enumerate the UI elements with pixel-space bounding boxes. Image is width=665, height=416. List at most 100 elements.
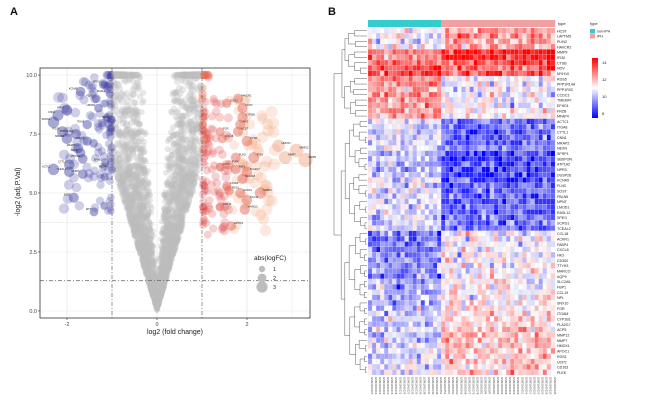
data-point <box>148 280 154 287</box>
heatmap-cell <box>534 27 539 34</box>
heatmap-cell <box>526 27 531 34</box>
heatmap-cell <box>432 204 438 210</box>
heatmap-cell <box>469 166 474 173</box>
heatmap-cell <box>465 166 470 173</box>
data-point <box>153 305 159 311</box>
type-cell-iph <box>514 20 519 27</box>
data-point <box>128 182 136 190</box>
data-point <box>158 262 164 269</box>
data-point <box>161 191 168 198</box>
heatmap-cell <box>473 188 478 194</box>
heatmap-cell <box>380 161 385 167</box>
data-point <box>177 172 185 180</box>
heatmap-cell <box>550 70 556 77</box>
heatmap-cell <box>457 54 462 61</box>
heatmap-cell <box>506 81 511 87</box>
heatmap-cell <box>530 140 535 146</box>
data-point <box>160 279 166 285</box>
data-point <box>145 241 152 248</box>
heatmap-cell <box>546 236 552 242</box>
data-point <box>179 71 187 79</box>
data-point <box>160 284 167 291</box>
data-point <box>153 283 159 289</box>
data-point <box>119 192 128 200</box>
data-point <box>123 180 132 188</box>
heatmap-cell <box>485 150 491 157</box>
heatmap-cell <box>465 220 470 226</box>
data-point <box>132 228 139 235</box>
data-point <box>174 236 181 243</box>
data-point <box>135 80 142 87</box>
heatmap-cell <box>367 150 373 157</box>
data-point <box>167 164 174 171</box>
data-point <box>196 127 205 136</box>
data-point <box>223 113 233 123</box>
data-point <box>133 71 140 79</box>
heatmap-cell <box>461 75 466 82</box>
heatmap-cell <box>526 75 531 82</box>
heatmap-cell <box>428 27 434 34</box>
heatmap-cell <box>388 70 393 77</box>
heatmap-cell <box>428 65 434 71</box>
data-point <box>142 170 149 177</box>
y-axis-label: -log2 (adj.P.Val) <box>15 168 22 217</box>
data-point <box>162 273 168 280</box>
data-point <box>127 71 135 79</box>
data-point <box>158 277 164 283</box>
data-point <box>169 132 176 140</box>
type-cell-non-iph <box>408 20 413 27</box>
data-point <box>128 219 136 227</box>
data-point <box>161 237 167 244</box>
data-point <box>120 170 128 179</box>
heatmap-cell <box>526 113 531 119</box>
heatmap-cell <box>457 75 462 82</box>
heatmap-cell <box>400 81 405 87</box>
data-point <box>164 234 171 241</box>
data-point <box>155 280 161 286</box>
heatmap-cell <box>534 43 539 50</box>
heatmap-cell <box>469 43 474 50</box>
heatmap-cell <box>469 86 474 93</box>
heatmap-cell <box>542 27 547 34</box>
heatmap-cell <box>380 59 385 66</box>
data-point <box>143 218 150 225</box>
heatmap-cell <box>416 225 421 231</box>
heatmap-cell <box>510 86 515 93</box>
heatmap-cell <box>432 43 438 50</box>
data-point <box>164 162 170 169</box>
heatmap-cell <box>437 97 442 103</box>
heatmap-cell <box>453 177 458 183</box>
type-cell-iph <box>538 20 544 27</box>
heatmap-cell <box>396 225 401 231</box>
heatmap-cell <box>469 140 474 146</box>
dendrogram-branch <box>358 158 367 167</box>
data-point <box>140 202 147 209</box>
data-point <box>134 241 142 248</box>
data-point <box>160 276 167 282</box>
data-point <box>128 135 136 143</box>
heatmap-cell <box>400 177 405 183</box>
heatmap-cell <box>514 204 519 210</box>
data-point <box>118 131 126 139</box>
heatmap-cell <box>538 172 543 178</box>
gene-label: ACTC1 <box>42 164 51 168</box>
heatmap-cell <box>396 193 401 199</box>
heatmap-cell <box>376 70 381 77</box>
data-point <box>150 285 157 291</box>
data-point <box>171 181 178 188</box>
data-point <box>107 70 116 80</box>
data-point <box>122 186 130 194</box>
heatmap-cell <box>416 241 421 247</box>
data-point <box>156 292 162 298</box>
data-point <box>128 112 136 120</box>
heatmap-cell <box>477 198 482 205</box>
heatmap-cell <box>453 65 458 71</box>
data-point <box>139 255 146 263</box>
heatmap-cell <box>530 70 535 77</box>
heatmap-cell <box>502 38 507 45</box>
heatmap-cell <box>526 225 531 231</box>
heatmap-cell <box>392 27 397 34</box>
gene-label: HMOX1 <box>282 141 292 145</box>
heatmap-cell <box>546 108 552 114</box>
heatmap-cell <box>530 65 535 71</box>
